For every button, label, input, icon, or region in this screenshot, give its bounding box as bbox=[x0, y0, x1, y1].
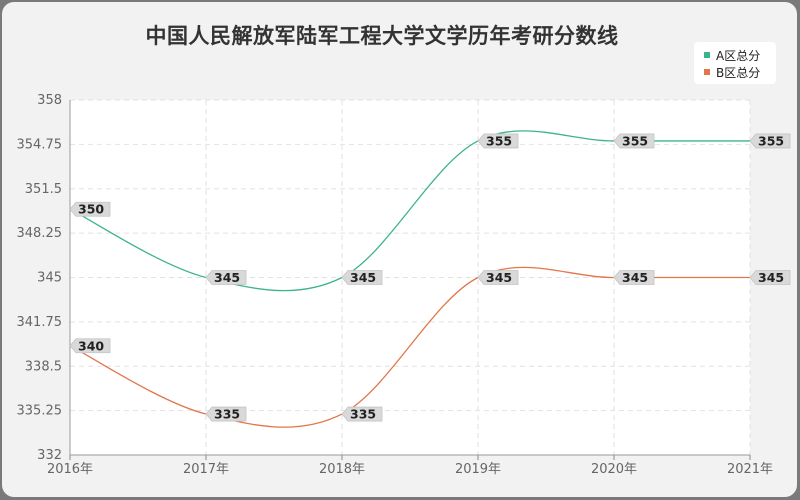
legend-swatch-b bbox=[704, 69, 710, 75]
data-label: 345 bbox=[341, 270, 383, 285]
chart-title: 中国人民解放军陆军工程大学文学历年考研分数线 bbox=[145, 24, 619, 48]
data-label: 345 bbox=[749, 270, 791, 285]
data-label-text: 335 bbox=[350, 407, 376, 422]
x-tick-label: 2018年 bbox=[319, 462, 365, 477]
data-label: 355 bbox=[749, 133, 791, 149]
x-tick-label: 2020年 bbox=[591, 462, 637, 477]
data-label-text: 345 bbox=[622, 270, 648, 285]
data-label-text: 355 bbox=[758, 133, 784, 148]
data-label-layer: 350 345 345 355 355 355 340 335 335 345 345 345 bbox=[69, 133, 791, 422]
y-tick-label: 335.25 bbox=[17, 404, 63, 419]
data-label: 345 bbox=[205, 270, 247, 285]
y-tick-label: 332 bbox=[37, 448, 62, 463]
data-label-tag bbox=[69, 338, 111, 354]
y-tick-label: 348.25 bbox=[17, 226, 63, 241]
y-tick-label: 358 bbox=[37, 93, 62, 108]
data-label: 350 bbox=[69, 201, 111, 217]
data-label: 355 bbox=[477, 133, 519, 149]
data-label-text: 335 bbox=[214, 407, 240, 422]
data-label: 345 bbox=[477, 270, 519, 285]
data-label-tag bbox=[749, 133, 791, 149]
legend-label-a: A区总分 bbox=[716, 48, 761, 63]
data-label-tag bbox=[69, 201, 111, 217]
data-label-tag bbox=[205, 270, 247, 285]
data-label-text: 340 bbox=[78, 338, 104, 353]
x-tick-label: 2019年 bbox=[455, 462, 501, 477]
y-tick-label: 338.5 bbox=[25, 359, 62, 374]
data-label: 345 bbox=[613, 270, 655, 285]
y-tick-label: 345 bbox=[37, 271, 62, 286]
data-label-tag bbox=[205, 406, 247, 422]
legend-item-b[interactable]: B区总分 bbox=[704, 64, 760, 80]
y-tick-label: 354.75 bbox=[17, 137, 63, 152]
data-label-tag bbox=[477, 133, 519, 149]
x-tick-label: 2016年 bbox=[47, 462, 93, 477]
y-tick-label: 341.75 bbox=[17, 315, 63, 330]
data-label-text: 345 bbox=[350, 270, 376, 285]
y-tick-label: 351.5 bbox=[25, 182, 62, 197]
legend-swatch-a bbox=[704, 52, 710, 58]
data-label-text: 345 bbox=[214, 270, 240, 285]
data-label-text: 355 bbox=[486, 133, 512, 148]
data-label-text: 345 bbox=[758, 270, 784, 285]
data-label-tag bbox=[613, 133, 655, 149]
data-label-tag bbox=[613, 270, 655, 285]
data-label: 355 bbox=[613, 133, 655, 149]
legend-label-b: B区总分 bbox=[716, 65, 761, 80]
data-label-tag bbox=[749, 270, 791, 285]
x-tick-label: 2021年 bbox=[727, 462, 773, 477]
data-label: 340 bbox=[69, 338, 111, 354]
chart-legend: A区总分 B区总分 bbox=[694, 42, 776, 84]
x-tick-label: 2017年 bbox=[183, 462, 229, 477]
data-label: 335 bbox=[205, 406, 247, 422]
data-label-tag bbox=[477, 270, 519, 285]
axis-layer: 358 354.75 351.5 348.25 345 341.75 338.5 335.25… bbox=[17, 93, 774, 477]
legend-item-a[interactable]: A区总分 bbox=[704, 47, 760, 63]
data-label: 335 bbox=[341, 406, 383, 422]
data-label-tag bbox=[341, 406, 383, 422]
data-label-tag bbox=[341, 270, 383, 285]
data-label-text: 345 bbox=[486, 270, 512, 285]
data-label-text: 355 bbox=[622, 133, 648, 148]
data-label-text: 350 bbox=[78, 202, 104, 217]
